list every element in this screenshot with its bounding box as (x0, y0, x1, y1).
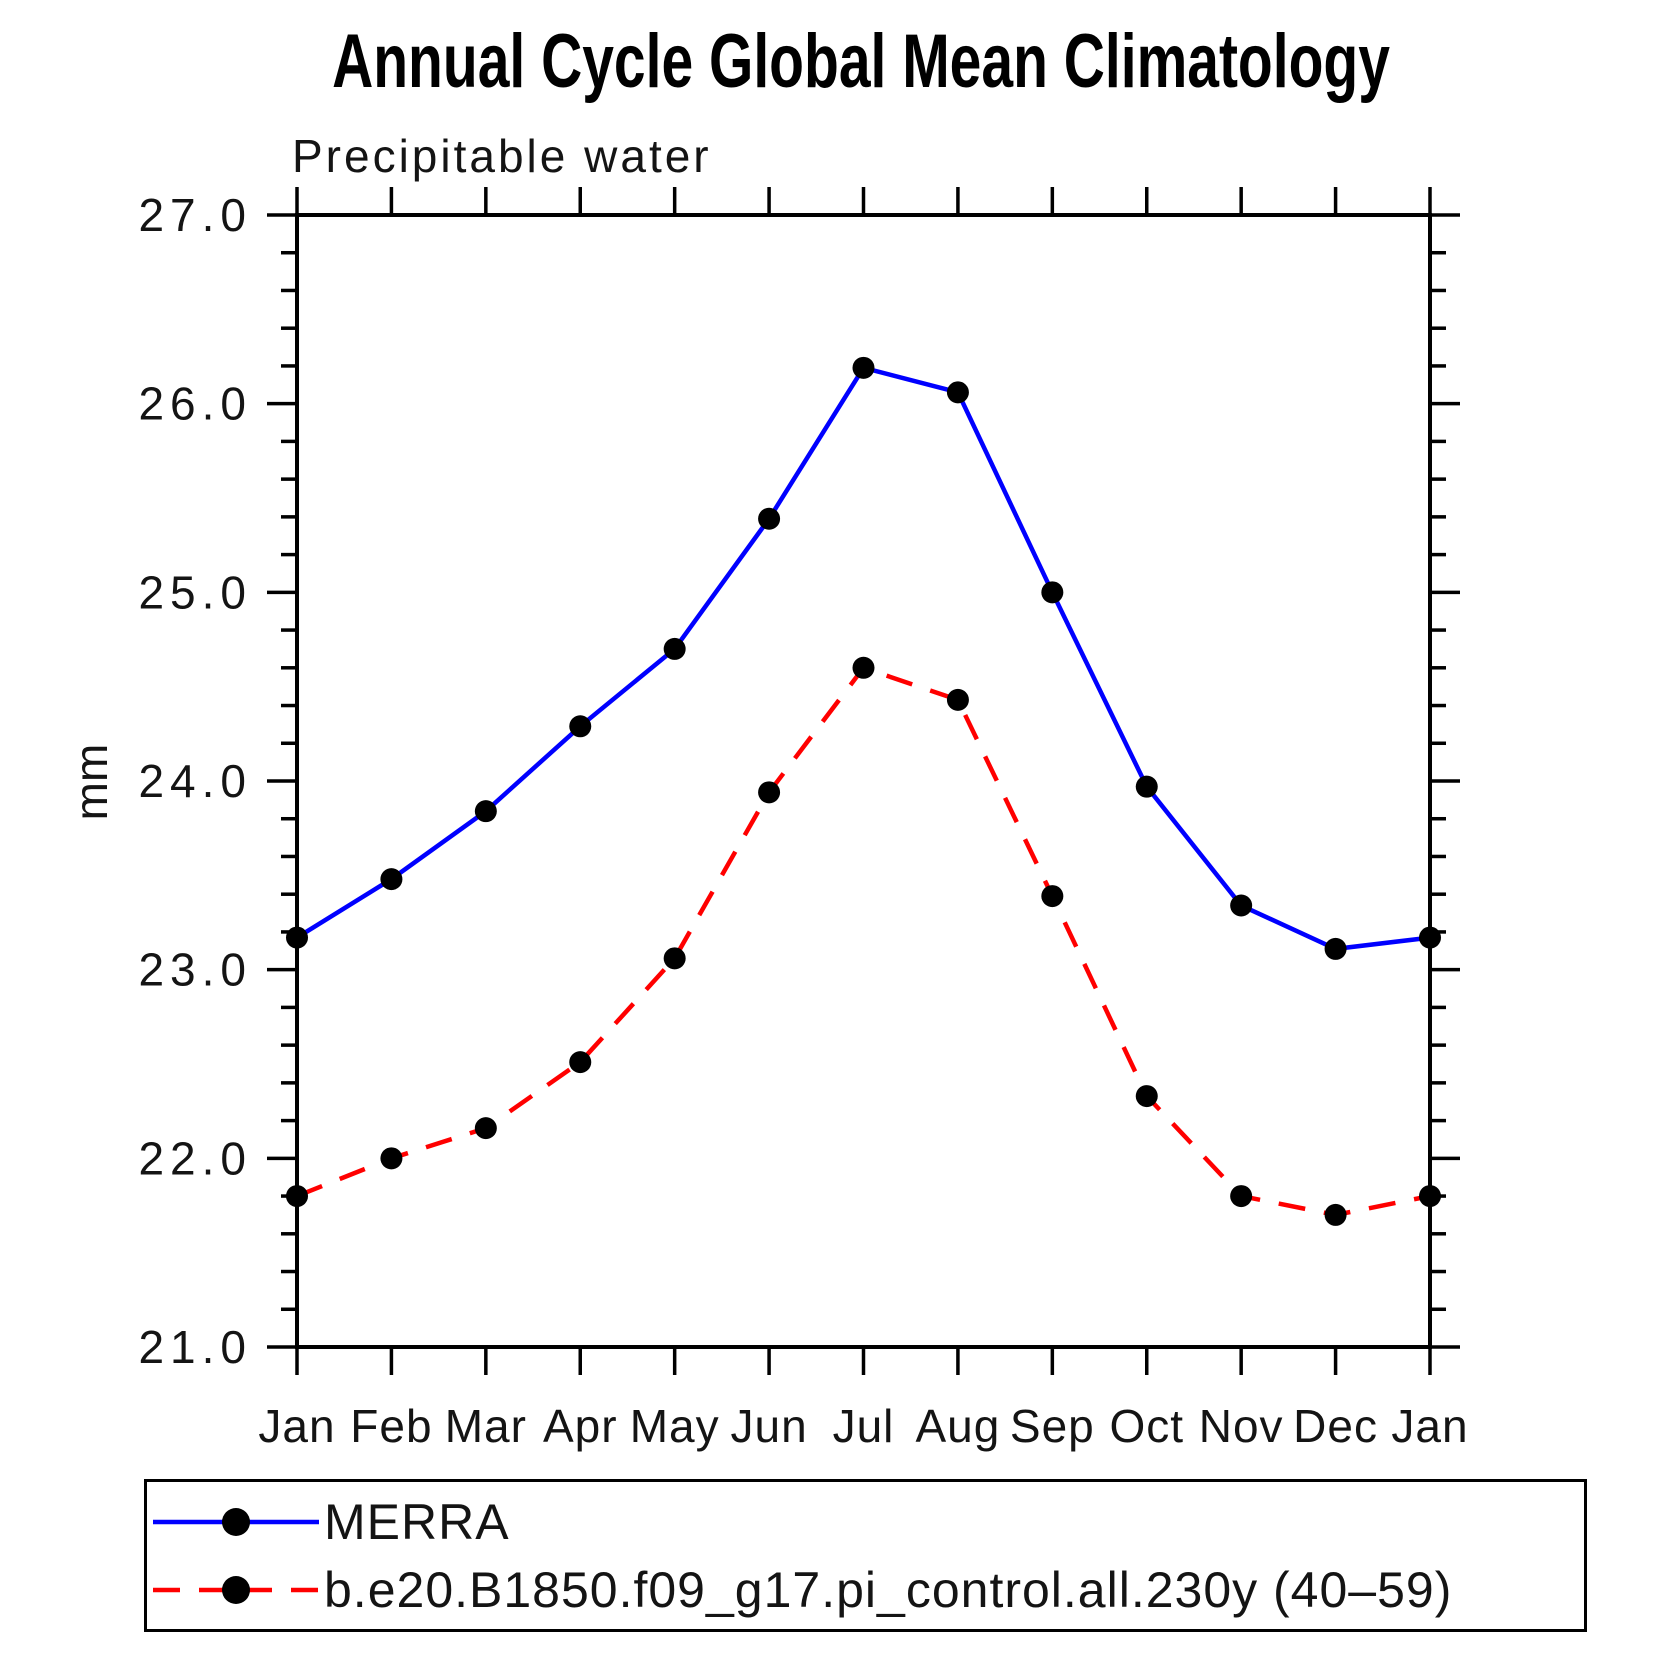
legend-label-model: b.e20.B1850.f09_g17.pi_control.all.230y … (324, 1562, 1453, 1618)
legend-sample-merra (153, 1508, 319, 1536)
data-point-1 (758, 781, 781, 804)
data-point-1 (946, 688, 969, 711)
data-point-1 (1041, 885, 1064, 908)
plot-frame (295, 213, 1432, 1349)
data-point-0 (1135, 775, 1158, 798)
data-point-1 (1324, 1203, 1347, 1226)
data-point-0 (663, 637, 686, 660)
x-tick-label: Aug (915, 1400, 1000, 1452)
data-point-1 (286, 1185, 308, 1208)
data-point-0 (1230, 894, 1253, 917)
data-point-1 (474, 1117, 497, 1140)
data-point-0 (758, 507, 781, 530)
x-tick-label: Nov (1199, 1400, 1284, 1452)
data-point-0 (946, 381, 969, 404)
chart-title: Annual Cycle Global Mean Climatology (332, 19, 1390, 104)
data-point-1 (380, 1147, 403, 1170)
y-tick-label: 22.0 (138, 1132, 252, 1184)
data-point-1 (1135, 1085, 1158, 1108)
y-tick-label: 21.0 (138, 1321, 252, 1373)
series-line-1 (296, 665, 1431, 1218)
data-point-0 (286, 926, 308, 949)
x-tick-label: May (630, 1400, 720, 1452)
legend-box: MERRA b.e20.B1850.f09_g17.pi_control.all… (144, 1479, 1587, 1632)
data-point-0 (1419, 926, 1441, 949)
y-tick-label: 24.0 (138, 755, 252, 807)
x-tick-label: Jan (1391, 1400, 1468, 1452)
legend-row-merra: MERRA (147, 1494, 510, 1550)
x-tick-label: Jun (730, 1400, 807, 1452)
chart-subtitle: Precipitable water (292, 130, 712, 182)
legend-sample-model (153, 1576, 319, 1604)
data-point-1 (569, 1051, 592, 1074)
legend-row-model: b.e20.B1850.f09_g17.pi_control.all.230y … (147, 1562, 1452, 1618)
x-tick-label: Sep (1010, 1400, 1095, 1452)
data-point-0 (1324, 937, 1347, 960)
x-tick-label: Mar (445, 1400, 527, 1452)
data-point-1 (852, 656, 875, 679)
x-tick-label: Jul (833, 1400, 895, 1452)
legend-marker-dot (222, 1508, 250, 1536)
legend-label-merra: MERRA (324, 1494, 510, 1550)
x-tick-label: Jan (258, 1400, 335, 1452)
data-point-0 (474, 800, 497, 823)
data-point-0 (852, 356, 875, 379)
x-tick-label: Apr (543, 1400, 618, 1452)
y-tick-label: 26.0 (138, 378, 252, 430)
data-point-0 (380, 868, 403, 891)
legend-marker-dot (222, 1576, 250, 1604)
x-tick-label: Feb (350, 1400, 432, 1452)
x-tick-label: Dec (1293, 1400, 1378, 1452)
y-tick-label: 27.0 (138, 189, 252, 241)
data-point-1 (1419, 1185, 1441, 1208)
data-point-1 (1230, 1185, 1253, 1208)
data-point-0 (1041, 581, 1064, 604)
x-tick-label: Oct (1109, 1400, 1184, 1452)
data-point-0 (569, 715, 592, 738)
y-tick-label: 25.0 (138, 566, 252, 618)
y-tick-label: 23.0 (138, 944, 252, 996)
data-point-1 (663, 947, 686, 970)
